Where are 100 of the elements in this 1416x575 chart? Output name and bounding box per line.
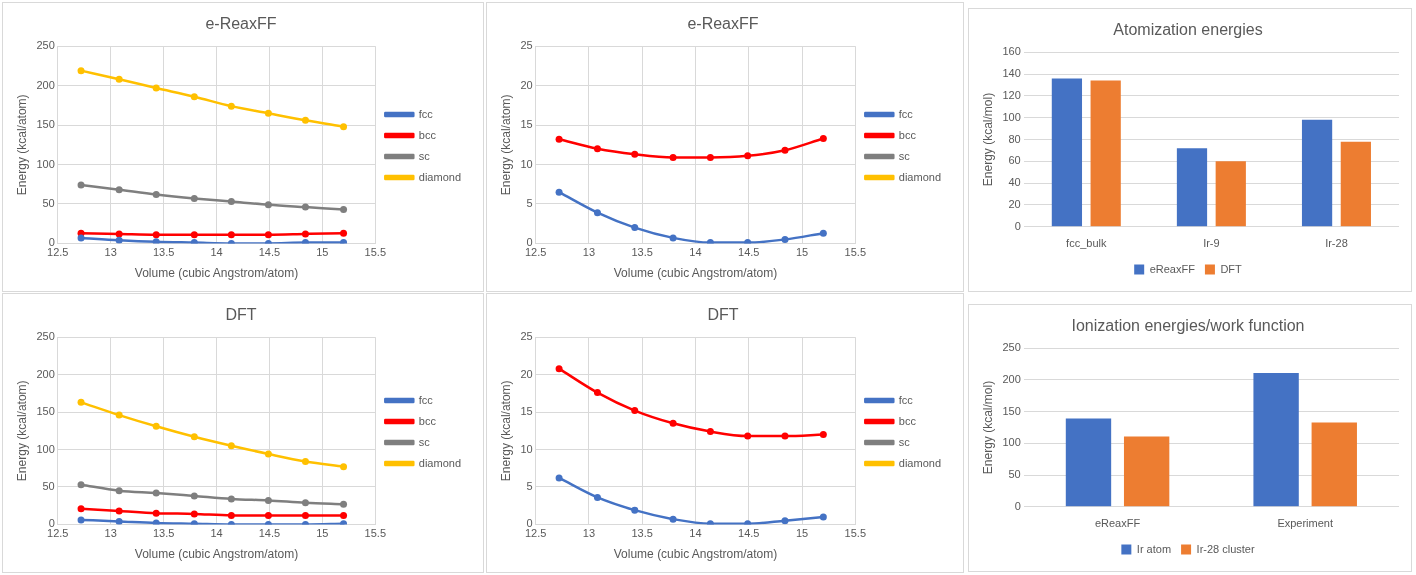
x-tick-label: 13 (582, 527, 596, 540)
point (152, 489, 160, 497)
y-tick-label: 15 (520, 118, 533, 131)
y-tick-label: 5 (526, 479, 533, 492)
y-tick-label: 0 (526, 517, 533, 530)
point (593, 389, 601, 397)
point (631, 407, 639, 415)
point (152, 238, 160, 244)
point (819, 134, 827, 142)
point (744, 432, 752, 440)
y-tick-label: 40 (1008, 176, 1021, 189)
x-tick-label: 15.5 (364, 527, 387, 540)
point (593, 209, 601, 217)
legend-label: bcc (418, 414, 437, 427)
point (190, 433, 198, 441)
x-tick-label: 13 (104, 246, 117, 259)
point (190, 492, 198, 500)
legend-label: DFT (1220, 262, 1243, 275)
point (77, 234, 85, 242)
x-tick-label: 14 (689, 527, 702, 540)
y-tick-label: 5 (526, 196, 533, 209)
point (264, 511, 272, 519)
legend-label: bcc (418, 128, 437, 141)
bar (1065, 418, 1112, 507)
y-tick-label: 100 (36, 157, 55, 170)
point (227, 102, 235, 110)
chart-title: DFT (707, 306, 739, 324)
y-tick-label: 100 (36, 442, 55, 455)
legend-label: Ir-28 cluster (1196, 542, 1255, 555)
y-tick-label: 0 (1014, 499, 1021, 512)
chart-title: Atomization energies (1113, 21, 1263, 39)
legend-label: diamond (898, 456, 942, 469)
point (340, 205, 348, 213)
point (340, 229, 348, 237)
y-tick-label: 20 (520, 78, 533, 91)
bar (1301, 119, 1333, 227)
point (227, 231, 235, 239)
y-tick-label: 50 (42, 196, 55, 209)
point (77, 505, 85, 513)
point (227, 495, 235, 503)
x-tick-label: 14 (210, 246, 223, 259)
legend-label: bcc (898, 414, 917, 427)
bar (1176, 148, 1208, 227)
point (152, 509, 160, 517)
y-tick-label: 0 (526, 236, 533, 249)
point (264, 231, 272, 239)
point (631, 224, 639, 232)
point (781, 235, 789, 243)
point (340, 123, 348, 131)
legend-label: Ir atom (1136, 542, 1172, 555)
point (115, 487, 123, 495)
x-tick-label: 15.5 (364, 246, 387, 259)
point (301, 511, 309, 519)
legend-label: fcc (418, 107, 434, 120)
legend-label: sc (898, 435, 911, 448)
point (781, 517, 789, 525)
y-tick-label: 60 (1008, 154, 1021, 167)
bar (1051, 78, 1083, 227)
point (819, 229, 827, 237)
x-tick-label: Ir-9 (1203, 237, 1220, 250)
point (819, 431, 827, 439)
point (227, 198, 235, 206)
y-tick-label: 100 (1002, 110, 1021, 123)
point (152, 422, 160, 430)
point (706, 153, 714, 161)
point (115, 230, 123, 238)
x-tick-label: 12.5 (524, 246, 547, 259)
x-tick-label: 15 (316, 246, 329, 259)
point (77, 481, 85, 489)
point (631, 150, 639, 158)
point (744, 152, 752, 160)
y-tick-label: 250 (36, 330, 55, 343)
y-tick-label: 50 (42, 479, 55, 492)
bar (1215, 161, 1246, 227)
legend-label: diamond (418, 170, 462, 183)
y-tick-label: 0 (48, 236, 55, 249)
legend-label: fcc (898, 107, 914, 120)
point (706, 428, 714, 436)
y-tick-label: 200 (36, 78, 55, 91)
y-tick-label: 25 (520, 39, 533, 52)
point (115, 75, 123, 83)
point (115, 236, 123, 244)
y-tick-label: 10 (520, 157, 533, 170)
y-tick-label: 160 (1002, 45, 1021, 58)
chart-title: Ionization energies/work function (1071, 317, 1305, 335)
point (555, 474, 563, 482)
point (152, 190, 160, 198)
y-tick-label: 20 (1008, 198, 1021, 211)
point (669, 153, 677, 161)
y-tick-label: 20 (520, 367, 533, 380)
point (190, 93, 198, 101)
point (669, 419, 677, 427)
point (115, 186, 123, 194)
y-tick-label: 15 (520, 405, 533, 418)
y-tick-label: 0 (1014, 219, 1021, 232)
x-tick-label: 15.5 (844, 246, 867, 259)
y-axis-title: Energy (kcal/mol) (980, 92, 995, 187)
legend-label: sc (418, 435, 431, 448)
y-tick-label: 150 (1002, 404, 1021, 417)
point (555, 365, 563, 373)
